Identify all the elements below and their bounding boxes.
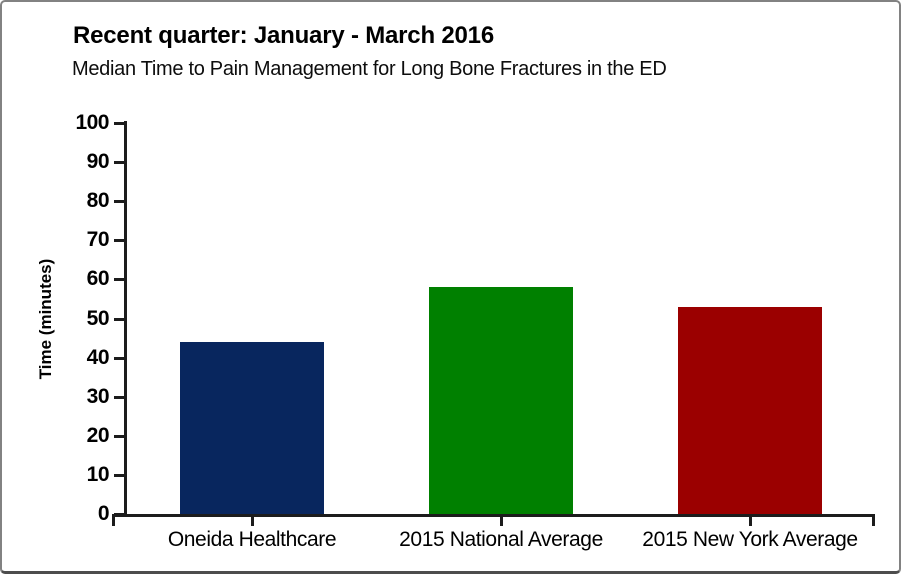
y-tick-mark-30 [114,396,124,399]
x-tick-mark-oneida-healthcare [251,517,254,526]
x-category-label-2015-national-average: 2015 National Average [399,528,603,551]
x-category-label-2015-new-york-average: 2015 New York Average [642,528,858,551]
bar-oneida-healthcare [180,342,324,514]
y-tick-mark-90 [114,161,124,164]
y-tick-label-60: 60 [86,267,110,290]
chart-subtitle: Median Time to Pain Management for Long … [72,58,667,80]
y-tick-mark-50 [114,318,124,321]
bar-2015-new-york-average [678,307,822,514]
y-tick-mark-40 [114,357,124,360]
y-tick-label-50: 50 [86,307,110,330]
y-tick-mark-80 [114,200,124,203]
y-tick-label-80: 80 [86,189,110,212]
y-tick-label-100: 100 [75,111,109,134]
y-tick-mark-60 [114,278,124,281]
x-axis-line [112,514,875,517]
y-tick-mark-10 [114,474,124,477]
chart-title: Recent quarter: January - March 2016 [73,22,494,49]
y-tick-label-0: 0 [97,502,110,525]
bar-2015-national-average [429,287,573,514]
x-axis-end-tick-right [872,517,875,526]
y-tick-mark-100 [114,122,124,125]
x-axis-end-tick-left [112,517,115,526]
y-tick-label-20: 20 [86,424,110,447]
y-tick-label-70: 70 [86,228,110,251]
y-tick-label-30: 30 [86,385,110,408]
y-tick-label-40: 40 [86,346,110,369]
y-tick-mark-20 [114,435,124,438]
x-tick-mark-2015-national-average [500,517,503,526]
y-tick-mark-70 [114,239,124,242]
x-tick-mark-2015-new-york-average [749,517,752,526]
y-tick-label-90: 90 [86,150,110,173]
x-category-label-oneida-healthcare: Oneida Healthcare [167,528,337,551]
y-tick-label-10: 10 [86,463,110,486]
y-axis-line [124,121,127,517]
